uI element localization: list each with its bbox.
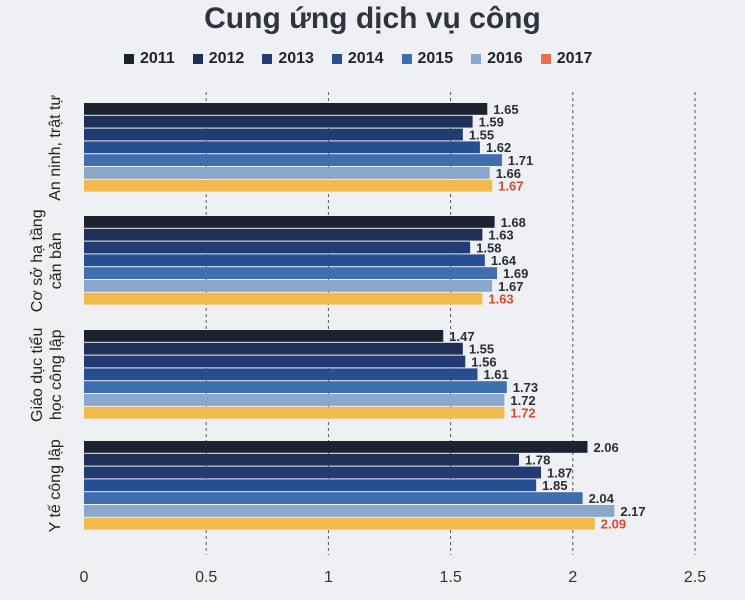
legend-label: 2013 — [278, 50, 314, 67]
data-label: 1.68 — [501, 215, 526, 230]
legend-label: 2014 — [347, 50, 384, 67]
x-tick-label: 0 — [80, 569, 89, 586]
x-tick-label: 0.5 — [195, 569, 217, 586]
legend-label: 2016 — [487, 50, 523, 67]
data-label: 1.66 — [496, 166, 521, 181]
legend-item-2013: 2013 — [262, 50, 314, 68]
legend-swatch — [471, 54, 482, 64]
data-label: 1.87 — [547, 465, 572, 480]
legend-label: 2012 — [208, 50, 245, 67]
legend-label: 2011 — [140, 50, 175, 67]
x-tick-label: 2.5 — [684, 569, 706, 586]
data-label: 1.85 — [542, 478, 567, 493]
category-label-line: Cơ sở hạ tầng — [29, 209, 46, 312]
legend-item-2014: 2014 — [331, 50, 384, 68]
bar-2014-cat3 — [84, 479, 537, 492]
data-label: 1.78 — [525, 453, 550, 468]
category-label-1: Cơ sở hạ tầng căn bản — [29, 209, 65, 312]
data-label: 1.56 — [471, 354, 496, 369]
legend-swatch — [124, 54, 134, 64]
bar-2013-cat2 — [84, 355, 466, 368]
bar-2012-cat0 — [84, 115, 473, 128]
bar-2012-cat3 — [84, 453, 520, 466]
bar-2016-cat1 — [84, 280, 493, 292]
x-tick-label: 1.5 — [439, 569, 461, 586]
legend-label: 2017 — [556, 50, 593, 67]
bar-2017-cat3 — [84, 517, 595, 530]
data-label: 1.71 — [508, 153, 533, 168]
bar-2011-cat2 — [84, 330, 444, 342]
chart-legend: 2011 2012 2013 2014 2015 2016 2017 — [124, 50, 592, 68]
x-tick-label: 2 — [568, 569, 577, 586]
category-label-line: Giáo dục tiểu — [28, 328, 46, 422]
bar-2012-cat2 — [84, 342, 463, 355]
data-label: 2.09 — [601, 517, 626, 532]
data-label: 1.72 — [510, 406, 535, 421]
bar-2011-cat3 — [84, 441, 588, 453]
category-label-line: An ninh, trật tự — [47, 95, 64, 201]
bar-2011-cat1 — [84, 216, 495, 228]
legend-item-2012: 2012 — [192, 50, 245, 68]
bar-2015-cat1 — [84, 267, 498, 279]
data-label: 1.63 — [488, 292, 513, 307]
data-label: 1.67 — [498, 279, 523, 294]
data-label: 1.62 — [486, 140, 511, 155]
bar-2016-cat0 — [84, 167, 490, 179]
bar-2015-cat0 — [84, 154, 502, 166]
legend-item-2016: 2016 — [471, 50, 523, 68]
bar-2013-cat3 — [84, 466, 542, 479]
data-label: 1.63 — [488, 228, 513, 243]
category-label-3: Y tế công lập — [47, 439, 64, 532]
chart-title: Cung ứng dịch vụ công — [204, 2, 541, 35]
legend-swatch — [401, 54, 412, 64]
bar-2015-cat2 — [84, 381, 507, 393]
category-label-0: An ninh, trật tự — [47, 95, 64, 201]
data-label: 1.73 — [513, 380, 538, 395]
data-label: 1.72 — [510, 393, 535, 408]
category-label-line: Y tế công lập — [47, 439, 64, 532]
legend-swatch — [331, 54, 342, 64]
data-label: 1.69 — [503, 266, 528, 281]
data-label: 1.67 — [498, 179, 523, 194]
legend-label: 2015 — [417, 50, 454, 67]
legend-item-2011: 2011 — [124, 50, 175, 68]
bar-2017-cat2 — [84, 406, 505, 419]
bar-2013-cat0 — [84, 128, 463, 141]
data-label: 1.58 — [476, 240, 501, 255]
bar-2014-cat2 — [84, 368, 478, 381]
bar-2017-cat0 — [84, 179, 493, 192]
bar-2017-cat1 — [84, 292, 483, 305]
data-label: 2.04 — [589, 491, 615, 506]
data-label: 1.59 — [479, 115, 504, 130]
data-label: 2.17 — [620, 504, 645, 519]
legend-swatch — [192, 54, 203, 64]
data-label: 1.61 — [483, 367, 508, 382]
bar-2014-cat1 — [84, 254, 485, 267]
x-tick-label: 1 — [324, 569, 333, 586]
data-label: 1.55 — [469, 127, 494, 142]
data-label: 1.55 — [469, 342, 494, 357]
bar-2012-cat1 — [84, 228, 483, 241]
legend-item-2015: 2015 — [401, 50, 454, 68]
bar-2014-cat0 — [84, 141, 480, 154]
category-label-line: căn bản — [48, 232, 65, 289]
category-label-line: học công lập — [48, 329, 65, 420]
legend-swatch — [540, 54, 551, 64]
bar-2013-cat1 — [84, 241, 471, 254]
bar-2016-cat2 — [84, 394, 505, 406]
bar-2016-cat3 — [84, 505, 615, 517]
legend-item-2017: 2017 — [540, 50, 593, 68]
legend-swatch — [262, 54, 273, 64]
category-label-2: Giáo dục tiểu học công lập — [28, 328, 65, 422]
data-label: 1.47 — [449, 329, 474, 344]
bar-2015-cat3 — [84, 492, 583, 504]
data-label: 2.06 — [593, 440, 618, 455]
bar-2011-cat0 — [84, 103, 488, 115]
data-label: 1.64 — [491, 253, 517, 268]
data-label: 1.65 — [493, 102, 518, 117]
